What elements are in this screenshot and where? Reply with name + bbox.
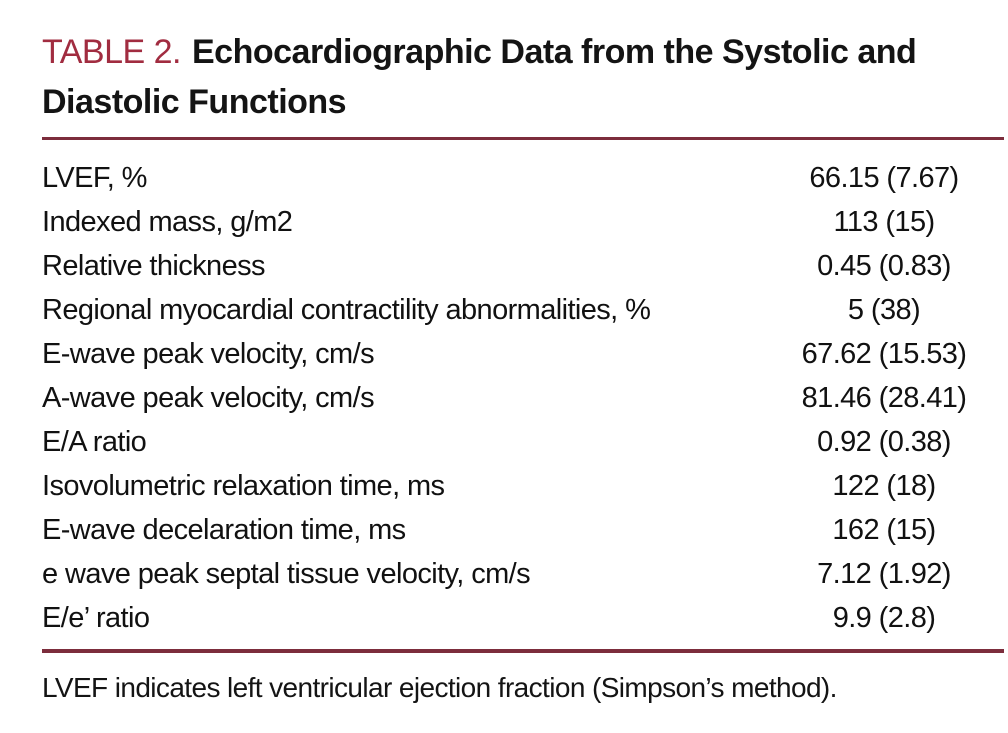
- table-row: Isovolumetric relaxation time, ms 122 (18…: [42, 464, 1004, 508]
- row-label: e wave peak septal tissue velocity, cm/s: [42, 557, 531, 590]
- table-title-text: Echocardiographic Data from the Systolic…: [42, 33, 917, 121]
- row-value: 7.12 (1.92): [817, 557, 951, 590]
- table-row: A-wave peak velocity, cm/s 81.46 (28.41): [42, 376, 1004, 420]
- table-row: Regional myocardial contractility abnorm…: [42, 288, 1004, 332]
- row-value: 0.45 (0.83): [817, 249, 951, 282]
- table-row: E-wave decelaration time, ms 162 (15): [42, 508, 1004, 552]
- row-label: Relative thickness: [42, 249, 266, 282]
- row-label: E/A ratio: [42, 425, 147, 458]
- page-title: TABLE 2. Echocardiographic Data from the …: [42, 27, 987, 127]
- table-footnote: LVEF indicates left ventricular ejection…: [42, 672, 837, 703]
- row-value: 162 (15): [832, 513, 936, 546]
- row-label: E-wave decelaration time, ms: [42, 513, 406, 546]
- table-content: TABLE 2. Echocardiographic Data from the …: [42, 27, 1004, 703]
- table-row: E/e’ ratio 9.9 (2.8): [42, 596, 1004, 640]
- table-row: Indexed mass, g/m2 113 (15): [42, 200, 1004, 244]
- row-label: Indexed mass, g/m2: [42, 205, 293, 238]
- row-label: Regional myocardial contractility abnorm…: [42, 293, 651, 326]
- table-row: Relative thickness 0.45 (0.83): [42, 244, 1004, 288]
- row-value: 5 (38): [847, 293, 921, 326]
- title-divider-rule: [42, 137, 1004, 140]
- table-rows: LVEF, % 66.15 (7.67) Indexed mass, g/m2 113…: [42, 156, 1004, 640]
- table-row: E/A ratio 0.92 (0.38): [42, 420, 1004, 464]
- row-label: E/e’ ratio: [42, 601, 150, 634]
- row-label: E-wave peak velocity, cm/s: [42, 337, 375, 370]
- row-value: 113 (15): [833, 205, 935, 238]
- row-label: Isovolumetric relaxation time, ms: [42, 469, 445, 502]
- row-value: 0.92 (0.38): [817, 425, 951, 458]
- row-value: 81.46 (28.41): [801, 381, 967, 414]
- table-number-label: TABLE 2.: [42, 33, 182, 71]
- table-row: LVEF, % 66.15 (7.67): [42, 156, 1004, 200]
- table-row: e wave peak septal tissue velocity, cm/s…: [42, 552, 1004, 596]
- footnote-divider-rule: [42, 649, 1004, 653]
- row-label: LVEF, %: [42, 161, 147, 194]
- row-value: 66.15 (7.67): [809, 161, 959, 194]
- table-row: E-wave peak velocity, cm/s 67.62 (15.53): [42, 332, 1004, 376]
- row-value: 122 (18): [832, 469, 936, 502]
- row-value: 9.9 (2.8): [832, 601, 936, 634]
- row-label: A-wave peak velocity, cm/s: [42, 381, 375, 414]
- row-value: 67.62 (15.53): [801, 337, 967, 370]
